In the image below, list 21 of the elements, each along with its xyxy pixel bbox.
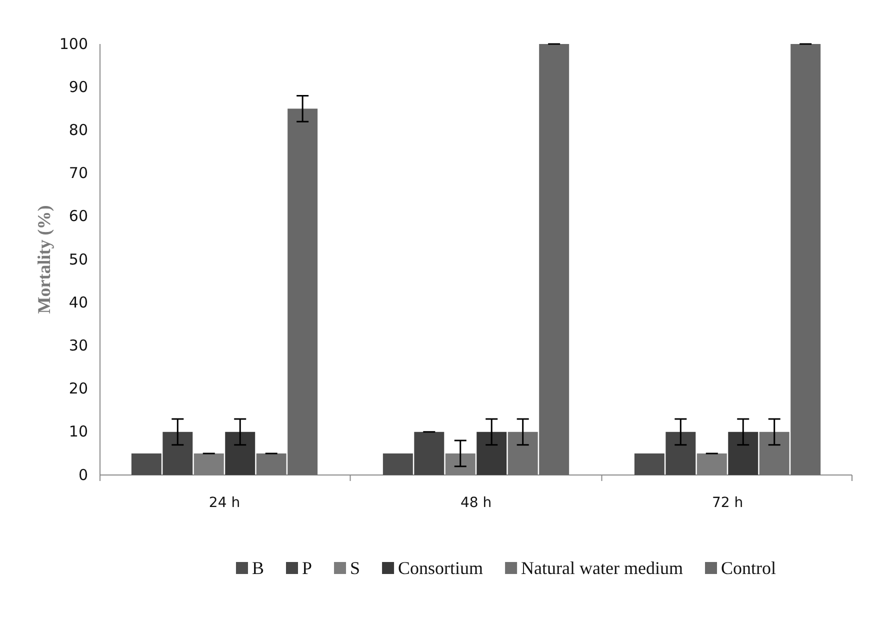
x-tick-label: 24 h [208,494,240,511]
legend-label: Control [721,558,776,578]
y-tick-label: 20 [68,380,88,398]
legend-label: Consortium [398,558,484,578]
y-axis-title: Mortality (%) [34,205,54,314]
y-tick-label: 60 [68,207,88,226]
y-tick-label: 80 [68,121,88,139]
y-tick-label: 40 [68,293,88,312]
x-tick-label: 72 h [712,494,744,511]
legend-label: B [252,558,264,578]
y-tick-label: 100 [59,34,88,53]
y-tick-label: 50 [68,250,88,268]
y-tick-label: 10 [68,422,88,441]
y-tick-label: 70 [68,164,88,182]
y-tick-label: 0 [78,466,88,484]
y-tick-label: 30 [68,336,88,354]
x-tick-label: 48 h [460,494,492,511]
legend-label: P [302,558,312,578]
legend-label: Natural water medium [521,558,683,578]
legend-label: S [350,558,360,578]
y-tick-label: 90 [68,78,88,96]
